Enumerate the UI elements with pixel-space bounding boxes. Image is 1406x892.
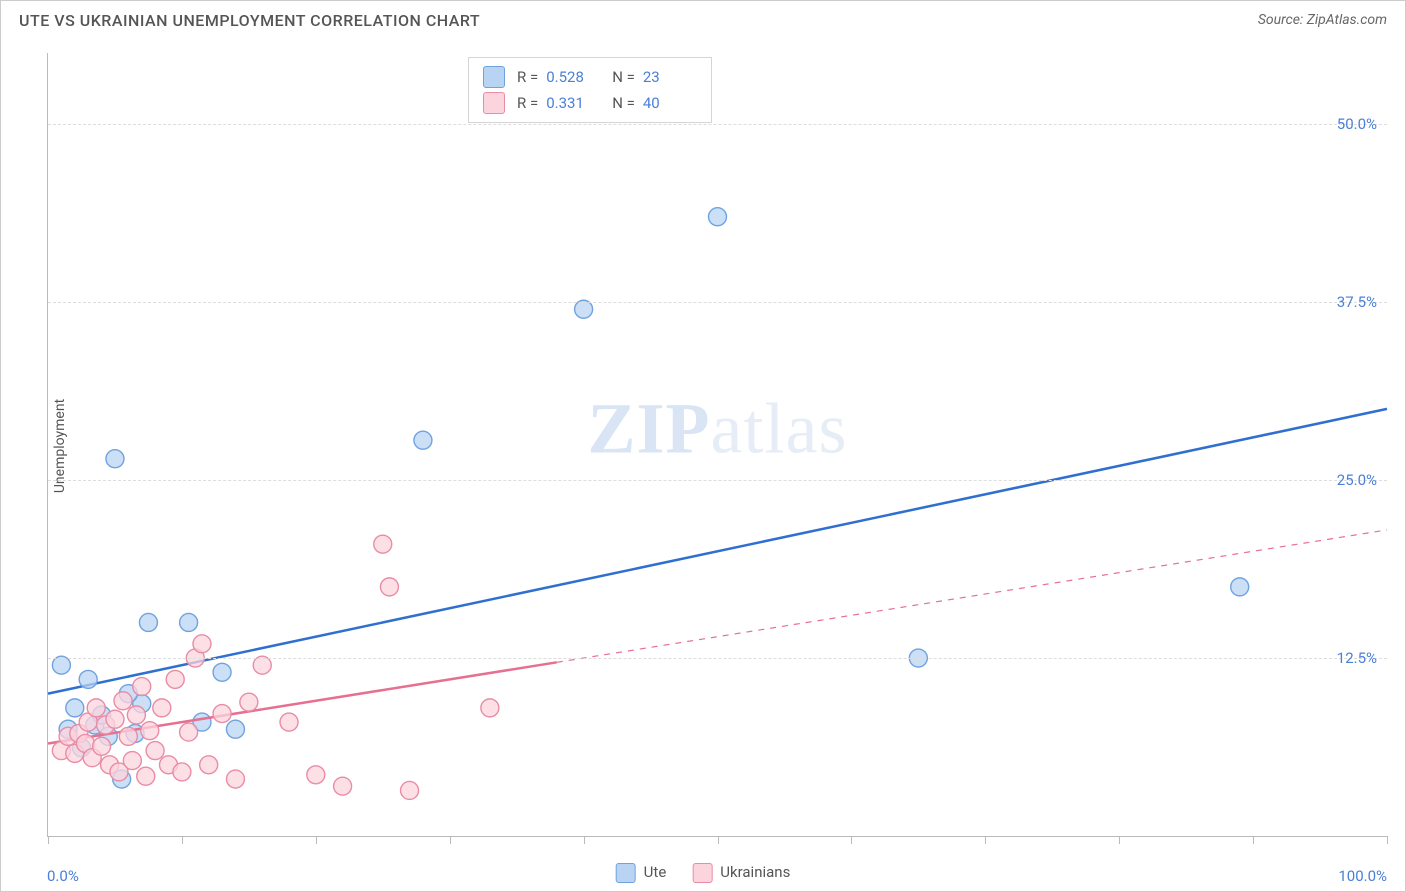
- x-tick: [48, 836, 49, 844]
- point-ukrainians: [119, 727, 137, 745]
- legend-item: Ute: [616, 863, 667, 883]
- gridline-horizontal: [48, 480, 1387, 481]
- point-ute: [213, 663, 231, 681]
- point-ute: [226, 720, 244, 738]
- legend-n-value: 23: [643, 68, 697, 86]
- x-tick: [450, 836, 451, 844]
- x-tick: [584, 836, 585, 844]
- point-ukrainians: [106, 710, 124, 728]
- point-ukrainians: [153, 699, 171, 717]
- point-ute: [106, 450, 124, 468]
- y-tick-label: 37.5%: [1337, 293, 1377, 311]
- x-tick: [851, 836, 852, 844]
- point-ute: [414, 431, 432, 449]
- legend-r-label: R =: [517, 94, 538, 112]
- point-ukrainians: [213, 705, 231, 723]
- point-ukrainians: [180, 723, 198, 741]
- point-ukrainians: [374, 535, 392, 553]
- point-ukrainians: [93, 737, 111, 755]
- x-tick: [1119, 836, 1120, 844]
- point-ukrainians: [240, 693, 258, 711]
- gridline-horizontal: [48, 124, 1387, 125]
- point-ute: [139, 613, 157, 631]
- legend-swatch: [483, 66, 505, 88]
- point-ukrainians: [146, 742, 164, 760]
- point-ukrainians: [401, 781, 419, 799]
- legend-swatch: [692, 863, 712, 883]
- point-ukrainians: [280, 713, 298, 731]
- point-ukrainians: [193, 635, 211, 653]
- legend-r-value: 0.331: [546, 94, 600, 112]
- trend-line-ute: [48, 409, 1387, 694]
- legend-label: Ukrainians: [720, 863, 790, 881]
- legend-label: Ute: [644, 863, 667, 881]
- point-ute: [180, 613, 198, 631]
- point-ukrainians: [173, 763, 191, 781]
- y-tick-label: 50.0%: [1337, 115, 1377, 133]
- x-tick: [1387, 836, 1388, 844]
- legend-item: Ukrainians: [692, 863, 790, 883]
- chart-container: UTE VS UKRAINIAN UNEMPLOYMENT CORRELATIO…: [0, 0, 1406, 892]
- point-ukrainians: [307, 766, 325, 784]
- legend-n-label: N =: [612, 68, 635, 86]
- point-ute: [1231, 578, 1249, 596]
- y-tick-label: 12.5%: [1337, 649, 1377, 667]
- point-ukrainians: [114, 692, 132, 710]
- x-tick: [985, 836, 986, 844]
- y-tick-label: 25.0%: [1337, 471, 1377, 489]
- gridline-horizontal: [48, 658, 1387, 659]
- legend-swatch: [483, 92, 505, 114]
- legend-n-value: 40: [643, 94, 697, 112]
- point-ute: [79, 670, 97, 688]
- x-tick-label-max: 100.0%: [1338, 867, 1387, 885]
- point-ukrainians: [127, 706, 145, 724]
- point-ukrainians: [141, 722, 159, 740]
- header-bar: UTE VS UKRAINIAN UNEMPLOYMENT CORRELATIO…: [1, 1, 1405, 39]
- gridline-horizontal: [48, 302, 1387, 303]
- legend-r-label: R =: [517, 68, 538, 86]
- x-tick-label-min: 0.0%: [47, 867, 79, 885]
- point-ukrainians: [137, 767, 155, 785]
- point-ukrainians: [133, 678, 151, 696]
- point-ukrainians: [481, 699, 499, 717]
- plot-area: ZIPatlas R =0.528N =23R =0.331N =40 12.5…: [47, 53, 1387, 837]
- series-legend: Ute Ukrainians: [616, 863, 791, 883]
- point-ukrainians: [226, 770, 244, 788]
- stats-legend-row: R = 0.528 N = 23: [483, 64, 697, 90]
- chart-title: UTE VS UKRAINIAN UNEMPLOYMENT CORRELATIO…: [19, 11, 480, 30]
- point-ukrainians: [87, 699, 105, 717]
- x-tick: [1253, 836, 1254, 844]
- legend-swatch: [616, 863, 636, 883]
- point-ute: [66, 699, 84, 717]
- x-tick: [316, 836, 317, 844]
- point-ukrainians: [380, 578, 398, 596]
- point-ukrainians: [123, 752, 141, 770]
- plot-svg: [48, 53, 1387, 836]
- point-ukrainians: [200, 756, 218, 774]
- point-ukrainians: [334, 777, 352, 795]
- trend-line-dashed-ukrainians: [557, 530, 1387, 662]
- stats-legend: R = 0.528 N = 23 R = 0.331 N = 40: [468, 57, 712, 123]
- point-ukrainians: [166, 670, 184, 688]
- legend-r-value: 0.528: [546, 68, 600, 86]
- source-label: Source: ZipAtlas.com: [1258, 12, 1387, 28]
- legend-n-label: N =: [612, 94, 635, 112]
- x-tick: [182, 836, 183, 844]
- point-ute: [709, 208, 727, 226]
- stats-legend-row: R = 0.331 N = 40: [483, 90, 697, 116]
- x-tick: [718, 836, 719, 844]
